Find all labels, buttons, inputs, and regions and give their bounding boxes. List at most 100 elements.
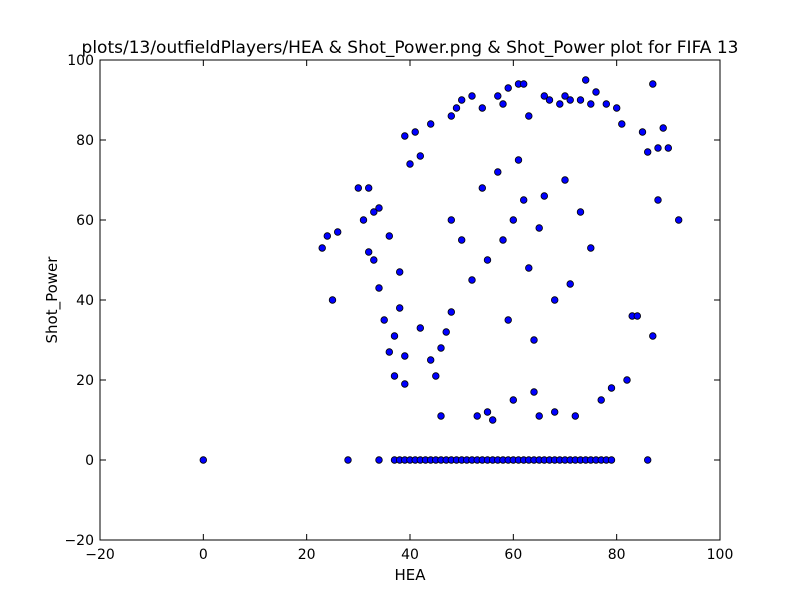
data-point: [370, 256, 378, 264]
chart-title: plots/13/outfieldPlayers/HEA & Shot_Powe…: [82, 38, 739, 58]
data-point: [644, 456, 652, 464]
data-point: [644, 148, 652, 156]
data-point: [385, 232, 393, 240]
data-point: [365, 248, 373, 256]
data-point: [613, 104, 621, 112]
data-point: [344, 456, 352, 464]
data-point: [587, 244, 595, 252]
data-point: [530, 336, 538, 344]
axis-ticks-layer: −20 0 20 40 60 80 100 −20 0 20 40 60 80 100: [64, 53, 733, 563]
data-point: [432, 372, 440, 380]
data-point: [556, 100, 564, 108]
data-point: [664, 144, 672, 152]
data-point: [504, 84, 512, 92]
x-axis-label: HEA: [394, 566, 426, 584]
data-point: [649, 332, 657, 340]
data-point: [427, 120, 435, 128]
data-point: [411, 128, 419, 136]
x-tick-label: 100: [707, 547, 734, 563]
data-point: [520, 196, 528, 204]
data-point: [323, 232, 331, 240]
data-point: [545, 96, 554, 104]
data-point: [416, 324, 424, 332]
data-point: [520, 80, 528, 88]
data-point: [638, 128, 647, 136]
y-tick-label: 20: [76, 373, 94, 389]
data-point: [370, 208, 378, 216]
data-point: [199, 456, 207, 464]
data-point: [623, 376, 631, 384]
y-tick-label: 100: [67, 53, 94, 69]
data-point: [427, 356, 435, 364]
data-point: [437, 344, 445, 352]
data-point: [551, 408, 559, 416]
data-point: [633, 312, 641, 320]
x-tick-label: −20: [85, 547, 115, 563]
data-point: [354, 184, 362, 192]
plot-area-frame: [99, 59, 721, 541]
data-point: [607, 456, 616, 464]
data-point: [607, 384, 616, 392]
data-point: [540, 92, 548, 100]
data-point: [602, 100, 610, 108]
y-tick-label: −20: [64, 533, 94, 549]
data-point: [328, 296, 337, 304]
x-tick-label: 60: [504, 547, 522, 563]
data-point: [535, 412, 543, 420]
data-point: [437, 412, 445, 420]
data-point: [401, 380, 409, 388]
data-point: [525, 112, 533, 120]
data-point: [530, 388, 538, 396]
data-point: [442, 328, 450, 336]
data-point: [499, 236, 507, 244]
data-point: [447, 112, 455, 120]
data-point: [416, 152, 424, 160]
data-point: [385, 348, 393, 356]
data-point: [618, 120, 626, 128]
data-point: [375, 204, 383, 212]
data-point: [514, 156, 523, 164]
data-point: [566, 280, 574, 288]
data-point: [576, 96, 585, 104]
data-point: [396, 268, 404, 276]
x-tick-label: 0: [199, 547, 208, 563]
data-point: [401, 352, 409, 360]
data-point: [359, 216, 368, 224]
data-point: [483, 256, 492, 264]
data-point: [478, 104, 486, 112]
data-point: [499, 100, 507, 108]
y-tick-label: 80: [76, 133, 94, 149]
data-point: [473, 412, 481, 420]
data-point: [458, 236, 466, 244]
data-point: [447, 216, 455, 224]
y-tick-label: 40: [76, 293, 94, 309]
data-point: [494, 168, 502, 176]
data-point: [334, 228, 342, 236]
data-point: [406, 160, 414, 168]
data-point: [566, 96, 574, 104]
data-point: [576, 208, 585, 216]
data-point: [509, 396, 517, 404]
data-point: [390, 372, 399, 380]
data-point: [478, 184, 486, 192]
data-point: [675, 216, 683, 224]
data-point: [525, 264, 533, 272]
data-point: [468, 92, 476, 100]
data-point: [489, 416, 497, 424]
data-point: [447, 308, 455, 316]
data-point: [561, 176, 569, 184]
data-point: [380, 316, 388, 324]
data-point: [587, 100, 595, 108]
data-point: [540, 192, 548, 200]
data-point: [571, 412, 579, 420]
data-points-layer: [199, 76, 683, 464]
y-tick-label: 60: [76, 213, 94, 229]
data-point: [592, 88, 600, 96]
x-tick-label: 40: [401, 547, 419, 563]
data-point: [551, 296, 559, 304]
data-point: [390, 332, 399, 340]
data-point: [494, 92, 502, 100]
data-point: [375, 284, 383, 292]
